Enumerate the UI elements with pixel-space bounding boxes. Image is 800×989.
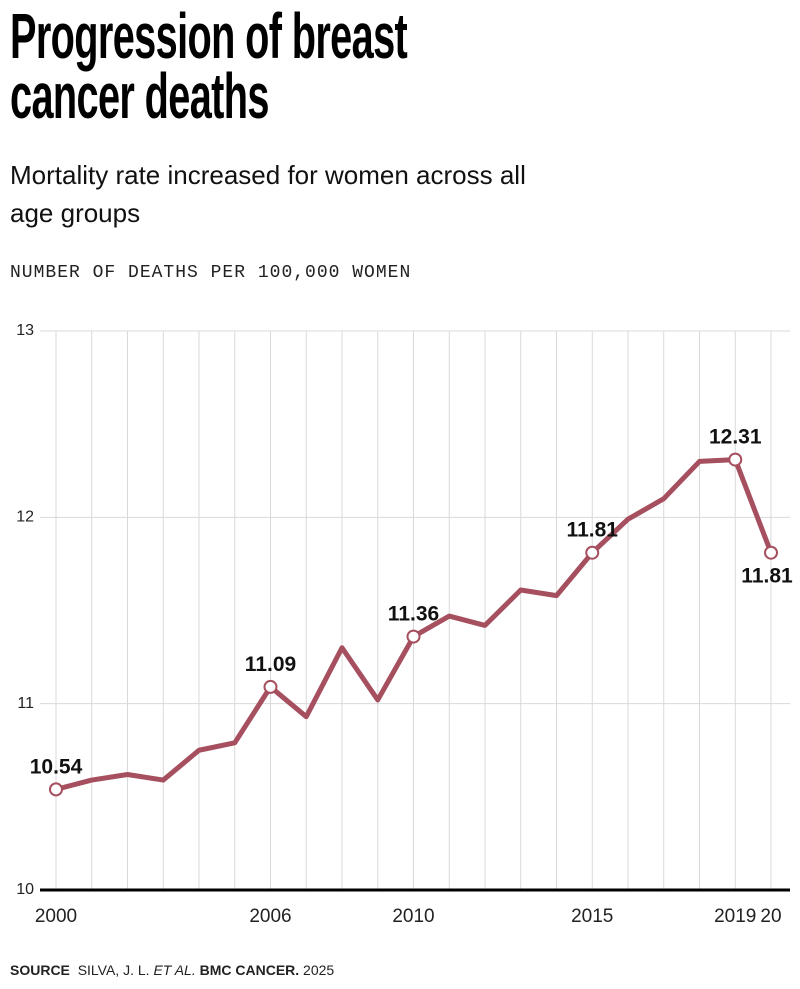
point-marker — [263, 679, 278, 694]
data-label: 10.54 — [30, 755, 83, 778]
y-tick-label: 13 — [16, 322, 34, 339]
x-tick-label: 2010 — [392, 906, 434, 927]
point-marker — [585, 545, 600, 560]
x-tick-label: 2015 — [571, 906, 613, 927]
y-axis-label: NUMBER OF DEATHS PER 100,000 WOMEN — [10, 263, 412, 283]
source-text: BMC CANCER. — [195, 962, 300, 978]
data-label: 11.09 — [245, 653, 296, 676]
point-marker — [728, 452, 743, 467]
chart-title: Progression of breast cancer deaths — [10, 0, 408, 132]
chart: 10 11 12 13 2000 2006 2010 2015 2019 20 10.54 11.09… — [16, 322, 793, 927]
y-tick-label: 11 — [17, 695, 34, 712]
y-tick-label: 12 — [16, 509, 34, 526]
data-label: 11.81 — [567, 519, 619, 542]
source: SOURCE SILVA, J. L. ET AL. BMC CANCER. 2… — [10, 962, 334, 978]
point-marker — [406, 629, 421, 644]
source-text: 2025 — [299, 962, 335, 978]
data-label: 11.81 — [741, 565, 793, 588]
chart-subtitle: Mortality rate increased for women acros… — [10, 160, 526, 228]
x-tick-label: 2000 — [35, 906, 77, 927]
x-tick-label: 20 — [760, 906, 781, 927]
x-tick-label: 2019 — [714, 906, 756, 927]
y-tick-label: 10 — [16, 881, 34, 898]
data-label: 12.31 — [709, 426, 762, 449]
source-label: SOURCE — [10, 962, 70, 978]
x-tick-label: 2006 — [249, 906, 291, 927]
point-marker — [764, 545, 778, 560]
data-label: 11.36 — [388, 603, 439, 626]
point-marker — [49, 782, 63, 797]
source-text: ET AL. — [153, 962, 196, 978]
source-text: SILVA, J. L. — [77, 962, 154, 978]
